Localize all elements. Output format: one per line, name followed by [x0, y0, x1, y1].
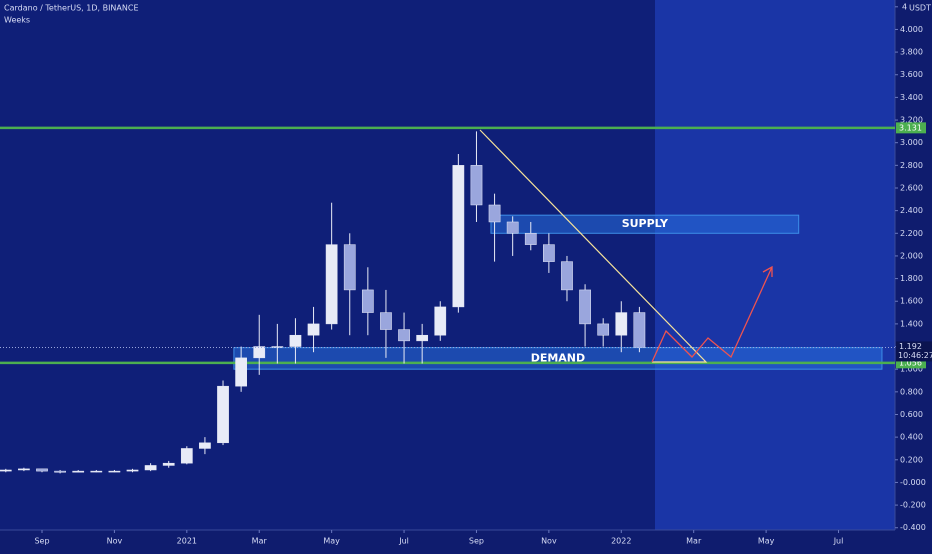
projection [651, 266, 773, 363]
candle-body [633, 312, 646, 348]
x-tick-label: Jul [833, 537, 844, 546]
chart-subtitle: Weeks [4, 16, 30, 25]
candle-body [416, 334, 429, 342]
candle-body [470, 165, 483, 206]
x-tick-label: Nov [107, 537, 123, 546]
y-tick-label: 2.800 [900, 161, 923, 170]
y-tick-label: -0.200 [900, 501, 926, 510]
candle-body [579, 289, 591, 325]
candle-body [108, 470, 121, 473]
candle-body [253, 346, 266, 359]
candle-body [561, 261, 573, 291]
candle-body [524, 233, 537, 245]
y-tick-label: 2.400 [900, 206, 923, 215]
y-tick-label: 1.600 [900, 297, 923, 306]
x-tick-label: Mar [252, 537, 268, 546]
y-tick-label: 0.600 [900, 410, 923, 419]
candle-body [615, 312, 628, 336]
price-label: 3.131 [899, 123, 922, 132]
candle-body [36, 468, 48, 472]
candle-body [126, 469, 139, 472]
candle-body [361, 289, 374, 313]
candle-body [54, 470, 66, 473]
candle-body [162, 462, 175, 466]
x-tick-label: 2021 [177, 537, 197, 546]
candle-body [199, 442, 211, 449]
zone-label: DEMAND [531, 351, 585, 364]
x-tick-label: May [758, 537, 775, 546]
last-price-label: 1.192 [899, 342, 922, 351]
candle-body [72, 470, 85, 473]
candle-body [343, 244, 356, 291]
candle-body [90, 470, 103, 473]
x-tick-label: 2022 [611, 537, 631, 546]
last-price-box [896, 341, 932, 362]
y-tick-label: 3.000 [900, 138, 923, 147]
y-tick-label: -0.400 [900, 523, 926, 532]
zone-label: SUPPLY [622, 217, 669, 230]
y-tick-label: 3.600 [900, 70, 923, 79]
candle-body [543, 244, 555, 262]
candle-body [180, 448, 193, 464]
candle-body [506, 221, 519, 234]
y-tick-label: 0.800 [900, 387, 923, 396]
x-tick-label: Sep [34, 537, 49, 546]
price-axis [895, 0, 932, 550]
y-tick-label: 3.800 [900, 48, 923, 57]
price-label: 1.056 [899, 358, 922, 367]
candle-body [307, 323, 320, 336]
candle-body [235, 357, 247, 387]
y-tick-label: 3.400 [900, 93, 923, 102]
candle-body [434, 306, 447, 336]
y-tick-label: 2.000 [900, 251, 923, 260]
time-axis [0, 530, 895, 550]
y-tick-label: 4 [902, 3, 907, 12]
candle-body [488, 204, 501, 223]
candle-body [398, 329, 410, 342]
x-tick-label: May [323, 537, 340, 546]
price-label-box [896, 357, 926, 369]
candle-body [18, 468, 30, 471]
x-tick-label: Jul [398, 537, 409, 546]
future-background [655, 0, 895, 530]
y-tick-label: 1.800 [900, 274, 923, 283]
x-tick-label: Nov [541, 537, 557, 546]
candle-body [380, 312, 392, 330]
price-label-box [896, 122, 926, 134]
y-tick-label: 1.000 [900, 365, 923, 374]
candle-body [597, 323, 610, 336]
projection-arrow [762, 265, 773, 277]
y-tick-label: 0.400 [900, 433, 923, 442]
y-tick-label: 3.200 [900, 116, 923, 125]
y-tick-label: 4.000 [900, 25, 923, 34]
candle-body [217, 385, 229, 444]
candle-body [144, 465, 157, 471]
candle-body [0, 469, 12, 472]
chart-title: Cardano / TetherUS, 1D, BINANCE [4, 4, 139, 13]
countdown: 10:46:27 [898, 351, 932, 360]
y-tick-label: 2.200 [900, 229, 923, 238]
candle-body [452, 165, 465, 308]
x-tick-label: Sep [469, 537, 484, 546]
candle-body [325, 244, 338, 325]
y-tick-label: 1.400 [900, 319, 923, 328]
y-tick-label: -0.000 [900, 478, 926, 487]
y-tick-label: 0.200 [900, 455, 923, 464]
x-tick-label: Mar [686, 537, 702, 546]
trendline [479, 129, 708, 363]
candle-body [289, 334, 302, 347]
y-unit: USDT [909, 4, 931, 13]
y-tick-label: 2.600 [900, 183, 923, 192]
